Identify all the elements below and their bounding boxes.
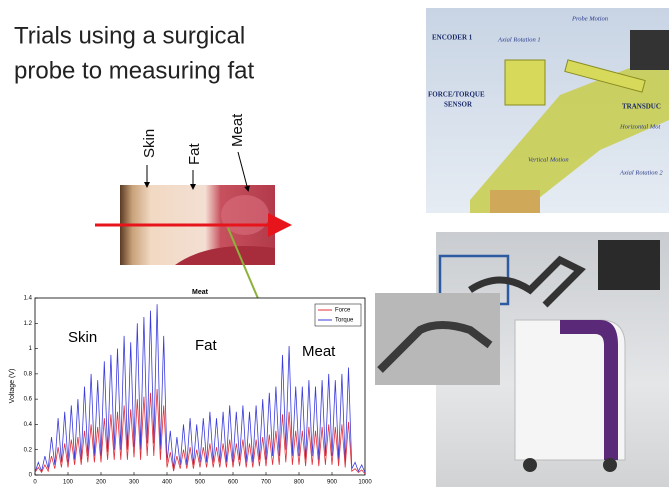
device-block	[505, 60, 545, 105]
device-base	[490, 190, 540, 213]
x-tick-label: 400	[162, 480, 173, 486]
x-tick-label: 1000	[358, 480, 372, 486]
x-tick-label: 100	[63, 480, 74, 486]
device-label: SENSOR	[444, 101, 473, 109]
device-label: Horizontal Mot	[619, 123, 660, 130]
device-label: Axial Rotation 1	[497, 36, 541, 43]
chart-title: Meat	[192, 289, 209, 296]
device-label: Vertical Motion	[528, 156, 569, 163]
y-axis-label: Voltage (V)	[9, 369, 16, 404]
x-tick-label: 800	[294, 480, 305, 486]
chart-annotation: Fat	[195, 337, 218, 354]
x-tick-label: 300	[129, 480, 140, 486]
y-tick-label: 0.4	[24, 422, 33, 428]
device-label: TRANSDUC	[622, 103, 661, 111]
x-tick-label: 200	[96, 480, 107, 486]
y-tick-label: 0.6	[24, 397, 33, 403]
slide: Trials using a surgical probe to measuri…	[0, 0, 669, 487]
chart-annotation: Skin	[68, 329, 97, 346]
device-label: ENCODER 1	[432, 34, 473, 42]
y-tick-label: 0	[29, 473, 33, 479]
y-tick-label: 1.4	[24, 296, 33, 302]
tissue-label: Meat	[229, 113, 246, 147]
legend-label: Force	[335, 308, 351, 314]
device-label: Axial Rotation 2	[619, 169, 663, 176]
title-line: Trials using a surgical	[14, 22, 245, 49]
legend-label: Torque	[335, 318, 354, 324]
y-tick-label: 0.8	[24, 371, 33, 377]
chart: Meat Voltage (V) Skin Fat Meat 0 0.2 0.4 0.…	[9, 289, 372, 486]
transducer	[630, 30, 669, 70]
tissue-label: Fat	[186, 142, 203, 165]
x-tick-label: 500	[195, 480, 206, 486]
x-tick-label: 600	[228, 480, 239, 486]
wheel	[523, 458, 537, 472]
device-label: Probe Motion	[571, 15, 608, 22]
y-tick-label: 1.2	[24, 321, 33, 327]
x-tick-label: 900	[327, 480, 338, 486]
y-tick-label: 1	[29, 346, 33, 352]
x-tick-label: 700	[261, 480, 272, 486]
y-tick-label: 0.2	[24, 447, 33, 453]
chart-annotation: Meat	[302, 343, 336, 360]
title-line: probe to measuring fat	[14, 57, 254, 84]
pointer	[238, 152, 248, 190]
x-tick-label: 0	[33, 480, 37, 486]
device-label: FORCE/TORQUE	[428, 91, 485, 99]
monitor	[598, 240, 660, 290]
wheel	[603, 458, 617, 472]
tissue-label: Skin	[141, 129, 158, 158]
